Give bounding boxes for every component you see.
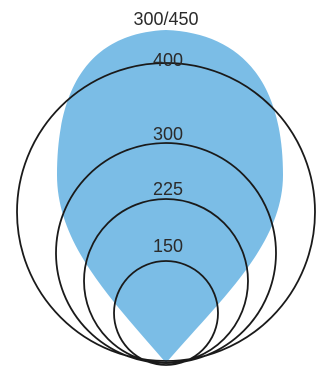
label-teardrop: 300/450 <box>133 9 198 29</box>
teardrop-shape <box>57 30 283 363</box>
label-225: 225 <box>153 179 183 199</box>
circle-225 <box>83 198 249 364</box>
label-300: 300 <box>153 124 183 144</box>
label-150: 150 <box>153 236 183 256</box>
label-400: 400 <box>153 50 183 70</box>
circle-150 <box>113 260 219 366</box>
circle-400 <box>16 62 316 362</box>
